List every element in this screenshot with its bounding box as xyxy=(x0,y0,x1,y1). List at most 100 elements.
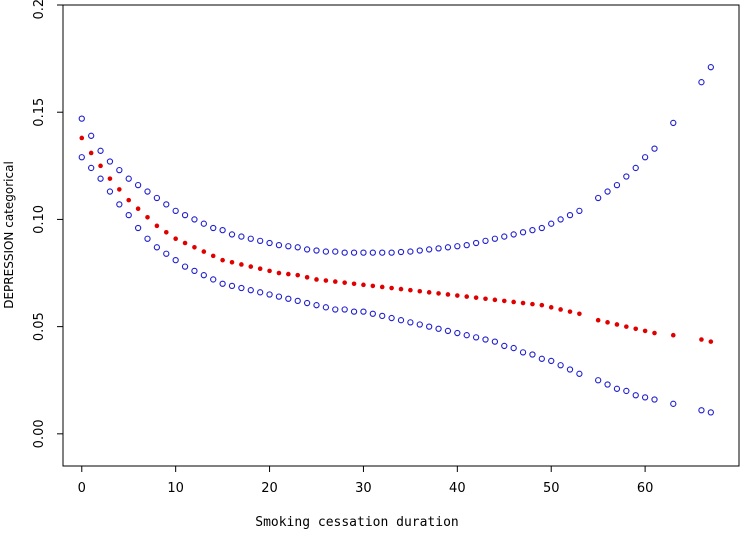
y-tick-label: 0.10 xyxy=(32,205,47,234)
ci-point xyxy=(163,250,170,257)
ci-point xyxy=(313,247,320,254)
ci-point xyxy=(698,407,705,414)
estimate-point xyxy=(145,214,150,220)
estimate-point xyxy=(342,280,347,285)
ci-point xyxy=(88,164,95,172)
estimate-point xyxy=(511,299,516,305)
estimate-point xyxy=(548,305,554,310)
estimate-point xyxy=(436,291,441,296)
ci-point xyxy=(181,211,189,219)
y-tick-label: 0.00 xyxy=(32,419,47,448)
ci-point xyxy=(407,319,414,326)
ci-point xyxy=(350,249,358,256)
x-tick-label: 30 xyxy=(355,481,372,496)
ci-point xyxy=(463,332,470,339)
x-tick-label: 60 xyxy=(637,481,654,496)
ci-point xyxy=(172,257,179,264)
ci-point xyxy=(707,409,714,416)
ci-point xyxy=(200,220,207,227)
estimate-point xyxy=(426,290,432,295)
ci-point xyxy=(275,241,283,249)
ci-point xyxy=(670,400,677,407)
x-tick-label: 20 xyxy=(261,481,278,496)
estimate-point xyxy=(267,268,272,274)
ci-point xyxy=(435,325,442,332)
estimate-point xyxy=(520,300,526,306)
estimate-point xyxy=(539,302,545,308)
estimate-point xyxy=(295,272,301,278)
estimate-point xyxy=(595,317,601,323)
ci-point xyxy=(472,334,480,341)
ci-point xyxy=(454,243,461,250)
y-tick-label: 0.15 xyxy=(32,98,47,127)
ci-point xyxy=(285,243,292,250)
estimate-point xyxy=(605,320,610,325)
estimate-point xyxy=(633,326,639,332)
plot-frame xyxy=(62,4,740,467)
estimate-point xyxy=(332,279,338,284)
y-tick-label: 0.05 xyxy=(32,312,47,341)
ci-point xyxy=(247,235,254,242)
ci-point xyxy=(388,314,395,322)
estimate-point xyxy=(483,296,488,302)
ci-point xyxy=(557,362,564,369)
ci-point xyxy=(106,188,114,195)
estimate-point xyxy=(154,223,160,229)
estimate-point xyxy=(304,275,310,280)
estimate-point xyxy=(276,270,282,276)
ci-point xyxy=(407,248,414,255)
x-tick-label: 50 xyxy=(543,481,560,496)
y-axis: 0.00 0.05 0.10 0.15 0.20 xyxy=(32,0,63,448)
ci-point xyxy=(444,244,452,251)
ci-point xyxy=(379,249,386,256)
ci-point xyxy=(576,207,583,214)
estimate-point xyxy=(182,240,188,246)
ci-point xyxy=(538,355,545,362)
ci-point xyxy=(116,201,123,208)
estimate-point xyxy=(370,283,376,289)
ci-point xyxy=(454,329,461,337)
ci-point xyxy=(332,248,339,255)
estimate-point xyxy=(107,176,113,181)
ci-point xyxy=(641,154,649,161)
y-axis-title: DEPRESSION categorical xyxy=(2,161,16,309)
ci-point xyxy=(78,154,85,161)
ci-point xyxy=(510,231,517,238)
ci-point xyxy=(482,336,489,343)
ci-point xyxy=(332,306,339,313)
ci-point xyxy=(106,158,114,165)
ci-point xyxy=(632,392,639,399)
ci-point xyxy=(144,235,151,242)
estimate-point xyxy=(239,262,244,267)
estimate-point xyxy=(135,206,141,211)
ci-point xyxy=(379,312,386,320)
ci-point xyxy=(360,249,367,256)
ci-point xyxy=(303,299,311,307)
estimate-point xyxy=(389,285,394,291)
ci-point xyxy=(397,317,405,324)
estimate-point xyxy=(501,298,507,304)
estimate-point xyxy=(210,253,216,259)
ci-point xyxy=(426,323,433,330)
estimate-point xyxy=(220,257,225,263)
estimate-point xyxy=(361,282,366,288)
ci-point xyxy=(369,249,376,256)
ci-point xyxy=(369,310,376,317)
estimate-point xyxy=(79,135,85,141)
ci-point xyxy=(238,284,245,292)
series-1 xyxy=(78,64,714,256)
estimate-point xyxy=(417,288,423,294)
estimate-point xyxy=(173,236,178,242)
estimate-point xyxy=(314,277,319,282)
ci-point xyxy=(172,207,179,214)
ci-point xyxy=(257,289,264,296)
ci-point xyxy=(388,249,395,256)
ci-point xyxy=(238,233,245,240)
ci-point xyxy=(266,239,273,247)
ci-point xyxy=(266,291,273,298)
series-0 xyxy=(79,135,714,344)
ci-point xyxy=(153,194,161,202)
ci-point xyxy=(360,308,367,315)
ci-point xyxy=(707,64,714,71)
